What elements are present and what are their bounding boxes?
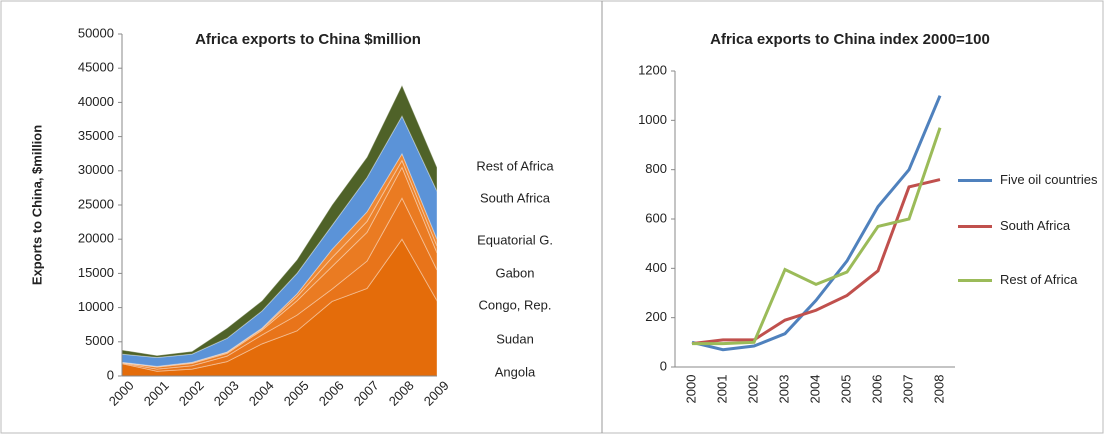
line bbox=[692, 127, 942, 346]
legend-swatch bbox=[958, 279, 992, 282]
y-tick-label: 1200 bbox=[638, 62, 667, 77]
x-tick-label: 2001 bbox=[714, 375, 729, 404]
legend-entry: South Africa bbox=[958, 216, 1100, 236]
y-tick-label: 35000 bbox=[78, 128, 114, 143]
legend-swatch bbox=[958, 225, 992, 228]
chart-title: Africa exports to China index 2000=100 bbox=[710, 31, 990, 48]
area bbox=[121, 114, 438, 367]
x-tick-label: 2006 bbox=[869, 375, 884, 404]
x-tick-label: 2004 bbox=[246, 378, 277, 409]
legend-label: Rest of Africa bbox=[476, 158, 554, 173]
y-tick-label: 200 bbox=[645, 309, 667, 324]
y-tick-label: 40000 bbox=[78, 94, 114, 109]
y-tick-label: 400 bbox=[645, 260, 667, 275]
x-tick-label: 2000 bbox=[683, 375, 698, 404]
y-tick-label: 50000 bbox=[78, 25, 114, 40]
y-tick-label: 600 bbox=[645, 210, 667, 225]
y-tick-label: 1000 bbox=[638, 112, 667, 127]
y-tick-label: 15000 bbox=[78, 265, 114, 280]
x-tick-label: 2008 bbox=[931, 375, 946, 404]
x-tick-label: 2003 bbox=[211, 378, 242, 409]
line bbox=[691, 178, 941, 346]
area bbox=[121, 84, 438, 359]
legend-swatch bbox=[958, 179, 992, 182]
x-tick-label: 2005 bbox=[838, 375, 853, 404]
legend-label: Sudan bbox=[496, 331, 534, 346]
x-tick-label: 2009 bbox=[421, 378, 452, 409]
x-tick-label: 2001 bbox=[141, 378, 172, 409]
y-tick-label: 0 bbox=[660, 358, 667, 373]
y-tick-label: 800 bbox=[645, 161, 667, 176]
legend-label: Angola bbox=[495, 364, 536, 379]
y-tick-label: 45000 bbox=[78, 60, 114, 75]
x-tick-label: 2002 bbox=[176, 378, 207, 409]
x-tick-label: 2005 bbox=[281, 378, 312, 409]
chart-title: Africa exports to China $million bbox=[195, 31, 421, 48]
y-tick-label: 30000 bbox=[78, 162, 114, 177]
area bbox=[121, 197, 438, 372]
x-tick-label: 2003 bbox=[776, 375, 791, 404]
legend-entry: Rest of Africa bbox=[958, 270, 1100, 290]
legend-label: Gabon bbox=[495, 265, 534, 280]
legend-label: Equatorial G. bbox=[477, 232, 553, 247]
legend-label: Rest of Africa bbox=[1000, 272, 1078, 287]
y-tick-label: 10000 bbox=[78, 299, 114, 314]
x-tick-label: 2004 bbox=[807, 375, 822, 404]
legend-label: Five oil countries bbox=[1000, 172, 1098, 187]
legend-label: South Africa bbox=[1000, 218, 1071, 233]
x-tick-label: 2008 bbox=[386, 378, 417, 409]
area bbox=[121, 152, 438, 367]
y-tick-label: 0 bbox=[107, 367, 114, 382]
y-tick-label: 5000 bbox=[85, 333, 114, 348]
x-tick-label: 2007 bbox=[900, 375, 915, 404]
x-tick-label: 2002 bbox=[745, 375, 760, 404]
legend-label: South Africa bbox=[480, 190, 551, 205]
line bbox=[691, 95, 942, 352]
y-tick-label: 25000 bbox=[78, 196, 114, 211]
x-tick-label: 2006 bbox=[316, 378, 347, 409]
legend-label: Congo, Rep. bbox=[479, 297, 552, 312]
y-axis-title: Exports to China, $million bbox=[29, 125, 44, 285]
area bbox=[121, 159, 438, 368]
legend-entry: Five oil countries bbox=[958, 170, 1100, 190]
x-tick-label: 2007 bbox=[351, 378, 382, 409]
y-tick-label: 20000 bbox=[78, 231, 114, 246]
